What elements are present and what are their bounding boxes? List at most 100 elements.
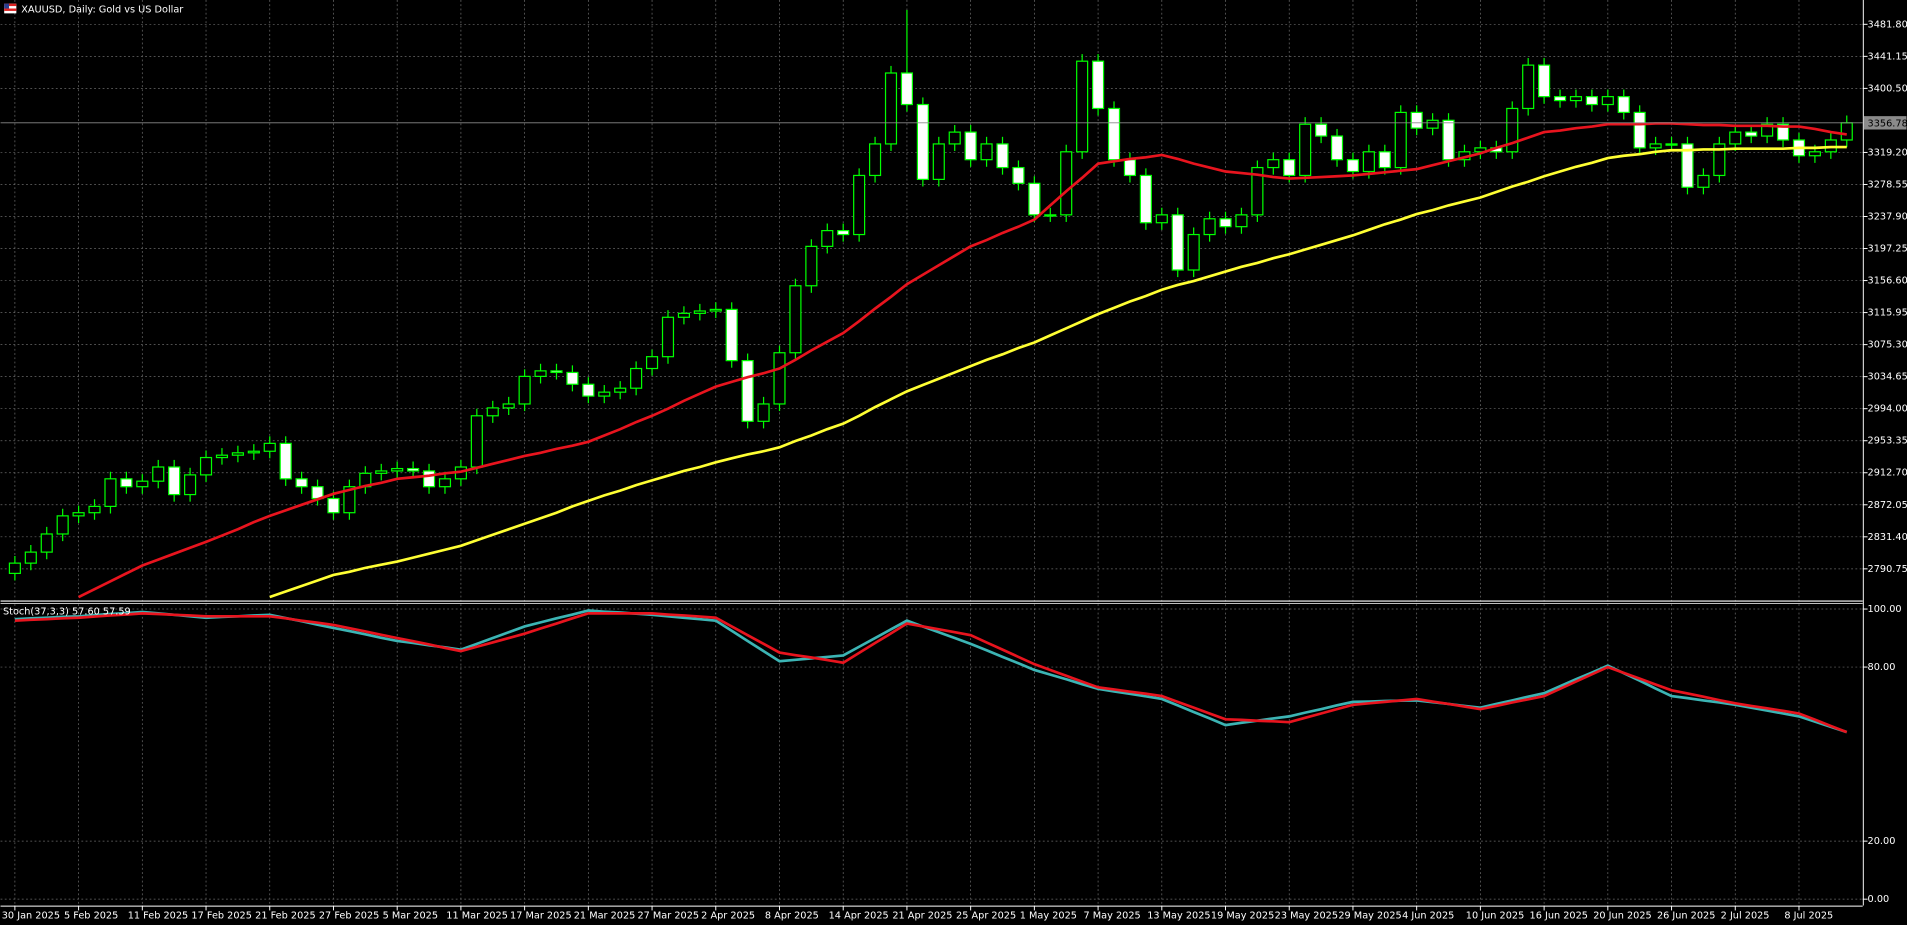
x-tick-label: 21 Mar 2025	[574, 910, 636, 921]
x-tick-label: 21 Feb 2025	[255, 910, 315, 921]
candle-body	[1522, 64, 1535, 110]
candle-body	[343, 486, 356, 514]
candle-body	[263, 442, 276, 452]
candle-body	[1203, 218, 1216, 236]
candle-body	[438, 478, 452, 488]
symbol-icon	[4, 3, 17, 14]
x-tick-label: 14 Apr 2025	[829, 910, 889, 921]
candle-body	[1617, 96, 1630, 114]
stoch-panel	[14, 609, 1848, 734]
candle-body	[598, 391, 611, 397]
candle-body	[1330, 135, 1344, 161]
candle-body	[24, 551, 37, 564]
stochastic-line	[14, 612, 1848, 734]
candle-body	[1139, 174, 1152, 224]
candle-body	[1394, 111, 1407, 169]
candle-body	[279, 442, 292, 480]
candle-body	[1267, 159, 1280, 169]
candle-body	[582, 383, 595, 397]
candle-body	[1569, 96, 1583, 102]
x-tick-label: 20 Jun 2025	[1593, 910, 1651, 921]
candle-body	[1076, 60, 1089, 153]
candle-body	[104, 478, 117, 508]
candle-body	[184, 474, 197, 496]
candle-body	[1028, 182, 1041, 216]
candle-body	[422, 470, 436, 488]
candle-body	[168, 466, 181, 496]
candle-body	[757, 403, 770, 422]
chart-title: XAUUSD, Daily: Gold vs US Dollar	[21, 5, 183, 16]
candle-body	[1633, 111, 1646, 149]
x-tick-label: 27 Mar 2025	[637, 910, 699, 921]
candle-body	[1092, 60, 1105, 110]
candle-body	[1776, 123, 1790, 141]
candle-body	[1283, 159, 1296, 177]
candle-body	[725, 308, 738, 362]
candle-body	[1649, 143, 1662, 149]
candle-body	[1219, 218, 1232, 228]
y-tick-label: 3319.20	[1868, 147, 1907, 158]
moving-average	[78, 122, 1847, 599]
candle-body	[1107, 107, 1121, 161]
current-price-box	[1863, 116, 1907, 130]
stochastic-line	[14, 609, 1848, 734]
y-tick-label: 2994.00	[1868, 404, 1907, 415]
x-tick-label: 11 Mar 2025	[446, 910, 508, 921]
candle-body	[72, 512, 85, 517]
candle-body	[805, 245, 818, 287]
candle-body	[327, 497, 340, 514]
candle-body	[1155, 214, 1168, 224]
x-tick-label: 25 Apr 2025	[956, 910, 1016, 921]
y-tick-label: 3197.25	[1868, 244, 1907, 255]
candle-body	[534, 370, 547, 377]
candle-body	[1315, 123, 1328, 137]
candle-body	[231, 452, 244, 456]
candle-body	[486, 407, 499, 417]
x-tick-label: 2 Apr 2025	[701, 910, 755, 921]
indicator-value: 57.59	[103, 606, 131, 617]
current-price-label: 3356.78	[1868, 118, 1907, 129]
candle-body	[996, 143, 1009, 169]
y-tick-label: 3115.95	[1868, 308, 1907, 319]
x-tick-label: 30 Jan 2025	[2, 910, 60, 921]
x-tick-label: 8 Apr 2025	[765, 910, 819, 921]
candle-body	[215, 454, 229, 459]
candle-body	[375, 470, 388, 474]
price-panel	[0, 9, 1863, 599]
x-tick-label: 4 Jun 2025	[1402, 910, 1454, 921]
y-tick-label: 80.00	[1868, 662, 1896, 673]
candle-body	[1426, 119, 1439, 129]
candle-body	[868, 143, 882, 177]
candle-body	[900, 72, 914, 106]
x-tick-label: 23 May 2025	[1275, 910, 1338, 921]
candle-body	[1681, 143, 1694, 188]
y-tick-label: 100.00	[1868, 604, 1902, 615]
candle-body	[837, 229, 850, 236]
candle-body	[884, 72, 898, 145]
candle-body	[789, 285, 802, 354]
x-tick-label: 5 Mar 2025	[383, 910, 438, 921]
candle-body	[518, 375, 531, 405]
candle-body	[247, 450, 260, 454]
candle-body	[1553, 96, 1567, 102]
candle-body	[630, 367, 643, 389]
candle-body	[1601, 96, 1614, 106]
y-tick-label: 3156.60	[1868, 276, 1907, 287]
candle-body	[470, 415, 483, 468]
candle-body	[741, 360, 754, 422]
x-tick-label: 7 May 2025	[1083, 910, 1140, 921]
candle-body	[1299, 123, 1312, 177]
y-tick-label: 2953.35	[1868, 436, 1907, 447]
x-tick-label: 13 May 2025	[1147, 910, 1210, 921]
candle-body	[1171, 214, 1184, 271]
candle-body	[645, 356, 659, 370]
x-tick-label: 16 Jun 2025	[1530, 910, 1588, 921]
x-tick-label: 19 May 2025	[1211, 910, 1274, 921]
candle-body	[916, 103, 929, 180]
candle-body	[1745, 131, 1758, 137]
candle-body	[1585, 96, 1598, 106]
indicator-name: Stoch(37,3,3)	[3, 606, 69, 617]
candle-body	[152, 466, 165, 482]
